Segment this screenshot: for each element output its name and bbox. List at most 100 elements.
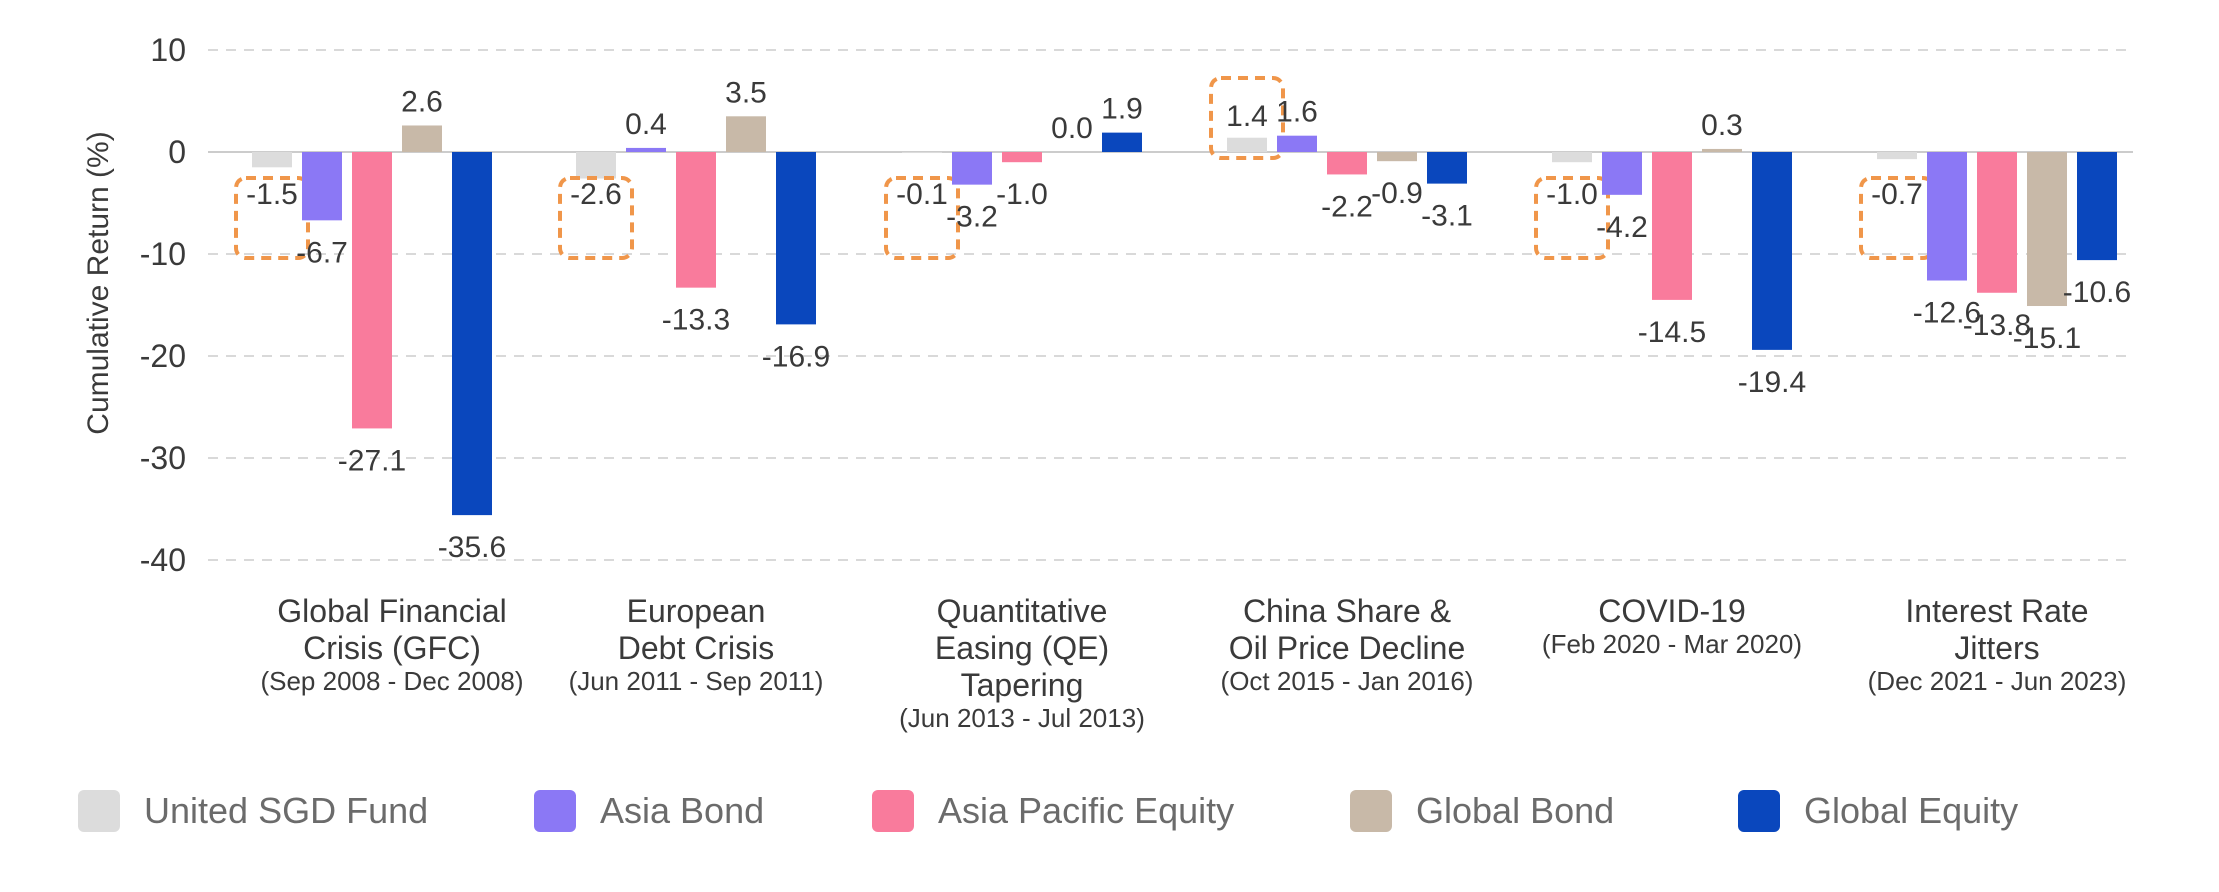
data-label: -3.1 (1421, 200, 1473, 233)
category-period-label: (Dec 2021 - Jun 2023) (1868, 666, 2127, 696)
data-label: -16.9 (762, 340, 830, 373)
data-label: 0.4 (625, 108, 667, 141)
data-label: -12.6 (1913, 297, 1981, 330)
data-label: -0.1 (896, 178, 948, 211)
category-label: COVID-19 (1598, 593, 1746, 629)
bar (2077, 152, 2117, 261)
category-period-label: (Jun 2013 - Jul 2013) (899, 703, 1145, 733)
category-label: Oil Price Decline (1229, 630, 1466, 666)
category-period-label: (Feb 2020 - Mar 2020) (1542, 629, 1802, 659)
legend-swatch-asia-bond (534, 790, 576, 832)
category-label: Quantitative (937, 593, 1108, 629)
bar (1002, 152, 1042, 163)
data-label: -6.7 (296, 236, 348, 269)
data-label: -1.0 (1546, 178, 1598, 211)
bar (302, 152, 342, 221)
data-label: -2.6 (570, 178, 622, 211)
bar (776, 152, 816, 325)
highlight-box (1209, 76, 1285, 160)
legend-swatch-asia-pacific-equity (872, 790, 914, 832)
bar (1327, 152, 1367, 175)
category-label: Tapering (961, 667, 1084, 703)
bar (252, 152, 292, 168)
category-label: Easing (QE) (935, 630, 1109, 666)
category-label: China Share & (1243, 593, 1451, 629)
bar (1377, 152, 1417, 162)
category-label: European (627, 593, 766, 629)
category-period-label: (Sep 2008 - Dec 2008) (260, 666, 523, 696)
bar (1877, 152, 1917, 160)
bars-layer: -1.5 -2.6 -0.1 1.4 -1.0 -0.7 -6.7 0.4 -3.2 1.6 -4.… (234, 76, 2131, 564)
bar (1552, 152, 1592, 163)
highlight-box (1859, 176, 1935, 260)
bar (902, 152, 942, 154)
data-label: -35.6 (438, 531, 506, 564)
bar (1427, 152, 1467, 184)
legend-item-global-equity: Global Equity (1738, 790, 2018, 832)
legend-swatch-global-bond (1350, 790, 1392, 832)
bar (452, 152, 492, 516)
highlight-box (884, 176, 960, 260)
bar (1752, 152, 1792, 350)
data-label: -13.3 (662, 304, 730, 337)
data-label: 0.3 (1701, 109, 1743, 142)
y-tick-label: -20 (140, 338, 186, 374)
category-label: Debt Crisis (618, 630, 774, 666)
bar (352, 152, 392, 429)
data-label: -19.4 (1738, 366, 1806, 399)
data-label: -0.9 (1371, 177, 1423, 210)
legend-label: Global Bond (1416, 790, 1615, 831)
legend: United SGD Fund Asia Bond Asia Pacific E… (0, 790, 2219, 850)
y-tick-label: -30 (140, 440, 186, 476)
data-label: -27.1 (338, 444, 406, 477)
legend-item-global-bond: Global Bond (1350, 790, 1614, 832)
bar (676, 152, 716, 288)
bar (1927, 152, 1967, 281)
bar (952, 152, 992, 185)
data-label: -10.6 (2063, 276, 2131, 309)
bar (1652, 152, 1692, 300)
data-label: -4.2 (1596, 211, 1648, 244)
bar (1227, 137, 1267, 152)
data-label: 3.5 (725, 76, 767, 109)
category-period-label: (Oct 2015 - Jan 2016) (1221, 666, 1474, 696)
bar (2027, 152, 2067, 307)
data-label: -15.1 (2013, 322, 2081, 355)
bar (726, 116, 766, 152)
legend-item-asia-pacific-equity: Asia Pacific Equity (872, 790, 1234, 832)
y-tick-label: -10 (140, 236, 186, 272)
chart-gridlines (208, 49, 2133, 561)
category-label: Global Financial (277, 593, 506, 629)
data-label: -3.2 (946, 201, 998, 234)
bar (1977, 152, 2017, 293)
bar (576, 152, 616, 179)
data-label: 0.0 (1051, 112, 1093, 145)
y-axis-label: Cumulative Return (%) (82, 131, 115, 434)
legend-label: Global Equity (1804, 790, 2019, 831)
data-label: 2.6 (401, 85, 443, 118)
data-label: -13.8 (1963, 309, 2031, 342)
category-label: Jitters (1954, 630, 2039, 666)
data-label: -14.5 (1638, 316, 1706, 349)
legend-label: Asia Pacific Equity (938, 790, 1235, 831)
y-tick-label: 0 (168, 134, 186, 170)
data-label: 1.6 (1276, 96, 1318, 129)
y-axis: 10 0 -10 -20 -30 -40 (140, 32, 186, 578)
y-tick-label: -40 (140, 542, 186, 578)
legend-swatch-global-equity (1738, 790, 1780, 832)
highlight-box (1534, 176, 1610, 260)
data-label: -1.0 (996, 178, 1048, 211)
category-label: Interest Rate (1905, 593, 2088, 629)
bar (1702, 148, 1742, 152)
highlight-box (234, 176, 310, 260)
category-period-label: (Jun 2011 - Sep 2011) (569, 666, 824, 696)
bar (1602, 152, 1642, 195)
data-label: -0.7 (1871, 178, 1923, 211)
bar (626, 147, 666, 152)
legend-label: United SGD Fund (144, 790, 429, 831)
bar (402, 125, 442, 152)
highlight-box (558, 176, 634, 260)
category-label: Crisis (GFC) (303, 630, 481, 666)
